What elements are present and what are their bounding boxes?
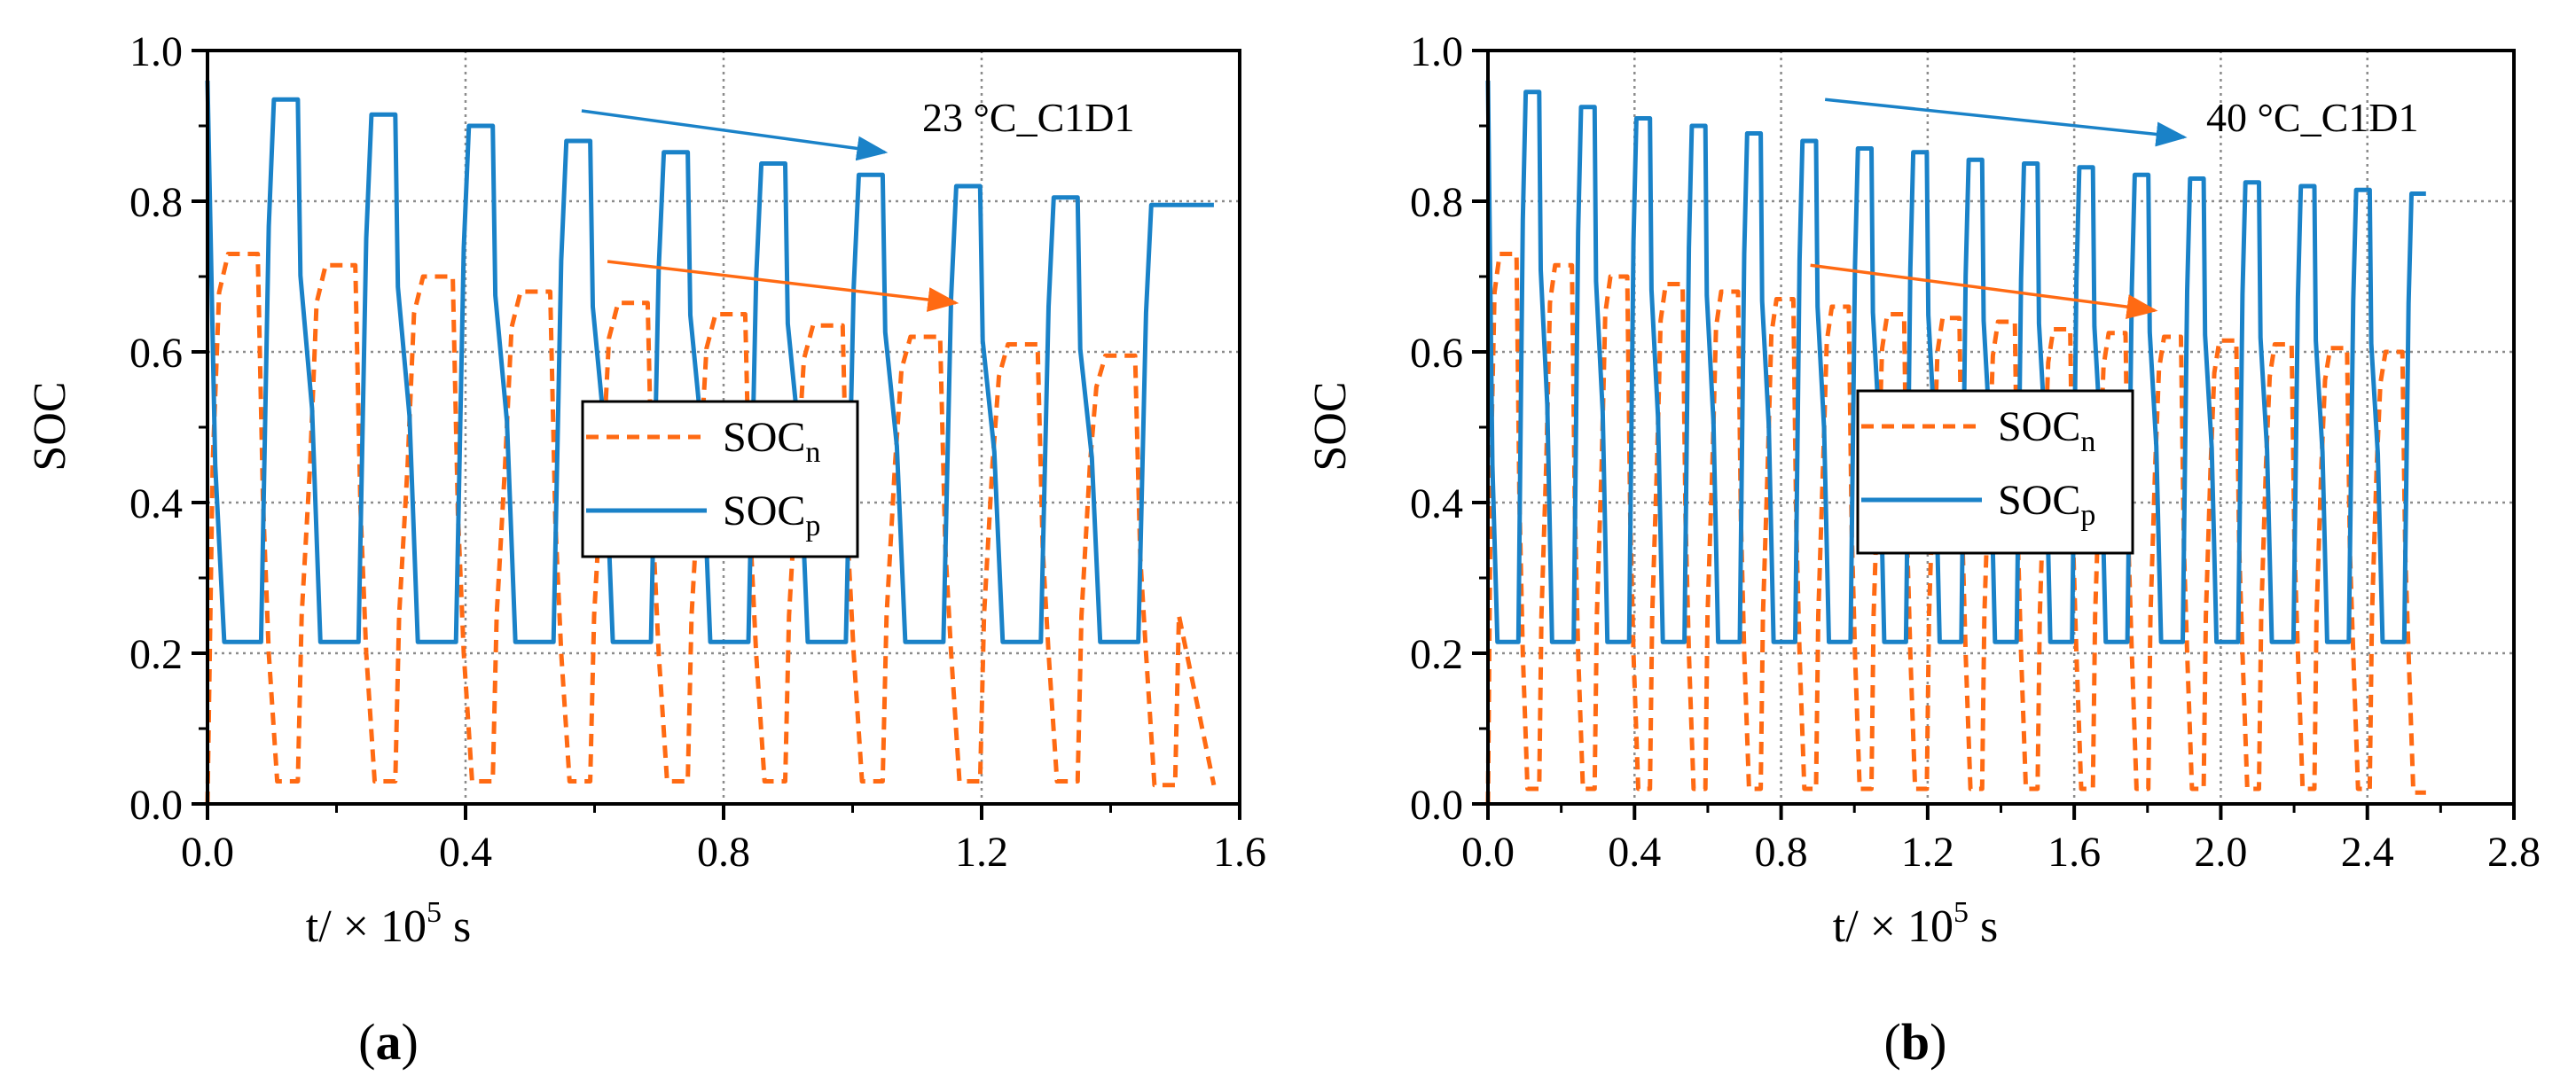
x-tick-label: 2.0 [2194,829,2247,876]
x-axis-title-exponent: 5 [427,896,442,929]
panel-label: (b) [1884,1013,1947,1071]
x-tick-labels: 0.0 0.4 0.8 1.2 1.6 [181,829,1266,876]
x-tick-label: 2.8 [2487,829,2541,876]
condition-annotation: 23 °C_C1D1 [922,95,1134,140]
legend-label-socp: SOCp [723,487,820,542]
panel-letter: a [376,1013,402,1071]
legend-label-socn: SOCn [1998,403,2095,458]
legend-label-socp: SOCp [1998,477,2095,532]
condition-annotation: 40 °C_C1D1 [2206,95,2418,140]
y-tick-label: 1.0 [129,28,183,75]
series-line-socn [1485,252,2428,805]
y-axis-title: SOC [1305,381,1356,471]
y-tick-label: 1.0 [1410,28,1463,75]
trend-arrow-socn [607,260,959,312]
legend-label-subscript: n [2080,425,2095,458]
trend-arrow-socp [581,109,889,161]
legend-box [1856,389,2134,555]
series-line-socp [205,80,1214,644]
y-tick-label: 0.6 [129,330,183,377]
trend-arrows [581,109,959,312]
x-axis-title-unit: s [442,901,471,952]
trend-arrow-socn [1810,263,2158,320]
chart-panel-b: 0.0 0.4 0.8 1.2 1.6 2.0 2.4 2.8 0.0 0.2 0.4 0.6 0.8… [1305,28,2541,1071]
legend-label-subscript: p [2080,499,2095,532]
legend-label-main: SOC [723,487,805,534]
y-axis-title: SOC [25,381,75,471]
series-line-socn [205,252,1217,805]
y-tick-labels: 0.0 0.2 0.4 0.6 0.8 1.0 [129,28,183,829]
y-tick-label: 0.8 [129,179,183,226]
x-tick-labels: 0.0 0.4 0.8 1.2 1.6 2.0 2.4 2.8 [1461,829,2541,876]
panel-letter: b [1901,1013,1930,1071]
x-axis-title: t/ × 105 s [1833,896,1998,952]
legend-label-subscript: n [805,436,820,469]
series-layer [205,80,1217,805]
x-axis-title-prefix: t/ × 10 [306,901,427,952]
y-tick-label: 0.0 [1410,782,1463,829]
y-tick-label: 0.2 [1410,631,1463,678]
y-tick-labels: 0.0 0.2 0.4 0.6 0.8 1.0 [1410,28,1463,829]
y-tick-label: 0.0 [129,782,183,829]
x-tick-label: 0.4 [439,829,492,876]
panel-label: (a) [358,1013,419,1071]
x-axis-title-unit: s [1969,901,1998,952]
x-axis-title-prefix: t/ × 10 [1833,901,1954,952]
x-tick-label: 0.0 [181,829,234,876]
x-tick-label: 0.4 [1608,829,1661,876]
tick-marks [1472,49,2516,820]
x-tick-label: 1.2 [1901,829,1954,876]
x-tick-label: 1.6 [1213,829,1266,876]
y-tick-label: 0.4 [129,480,183,527]
y-tick-label: 0.8 [1410,179,1463,226]
trend-arrow-socp [1824,97,2188,147]
x-axis-title: t/ × 105 s [306,896,471,952]
x-tick-label: 0.0 [1461,829,1515,876]
legend-label-main: SOC [1998,403,2080,450]
legend-box [581,400,859,558]
x-tick-label: 0.8 [1755,829,1808,876]
x-axis-title-exponent: 5 [1954,896,1969,929]
legend-label-main: SOC [723,414,805,461]
x-tick-label: 1.6 [2047,829,2101,876]
legend-label-subscript: p [805,510,820,542]
legend-label-main: SOC [1998,477,2080,524]
x-tick-label: 0.8 [697,829,750,876]
y-tick-label: 0.2 [129,631,183,678]
legend-label-socn: SOCn [723,414,820,469]
x-tick-label: 1.2 [955,829,1008,876]
y-tick-label: 0.6 [1410,330,1463,377]
x-tick-label: 2.4 [2341,829,2394,876]
chart-panel-a: 0.0 0.4 0.8 1.2 1.6 0.0 0.2 0.4 0.6 0.8 1.0 23 °C… [25,28,1266,1071]
trend-arrows [1810,97,2188,320]
y-tick-label: 0.4 [1410,480,1463,527]
tick-marks [192,49,1241,820]
